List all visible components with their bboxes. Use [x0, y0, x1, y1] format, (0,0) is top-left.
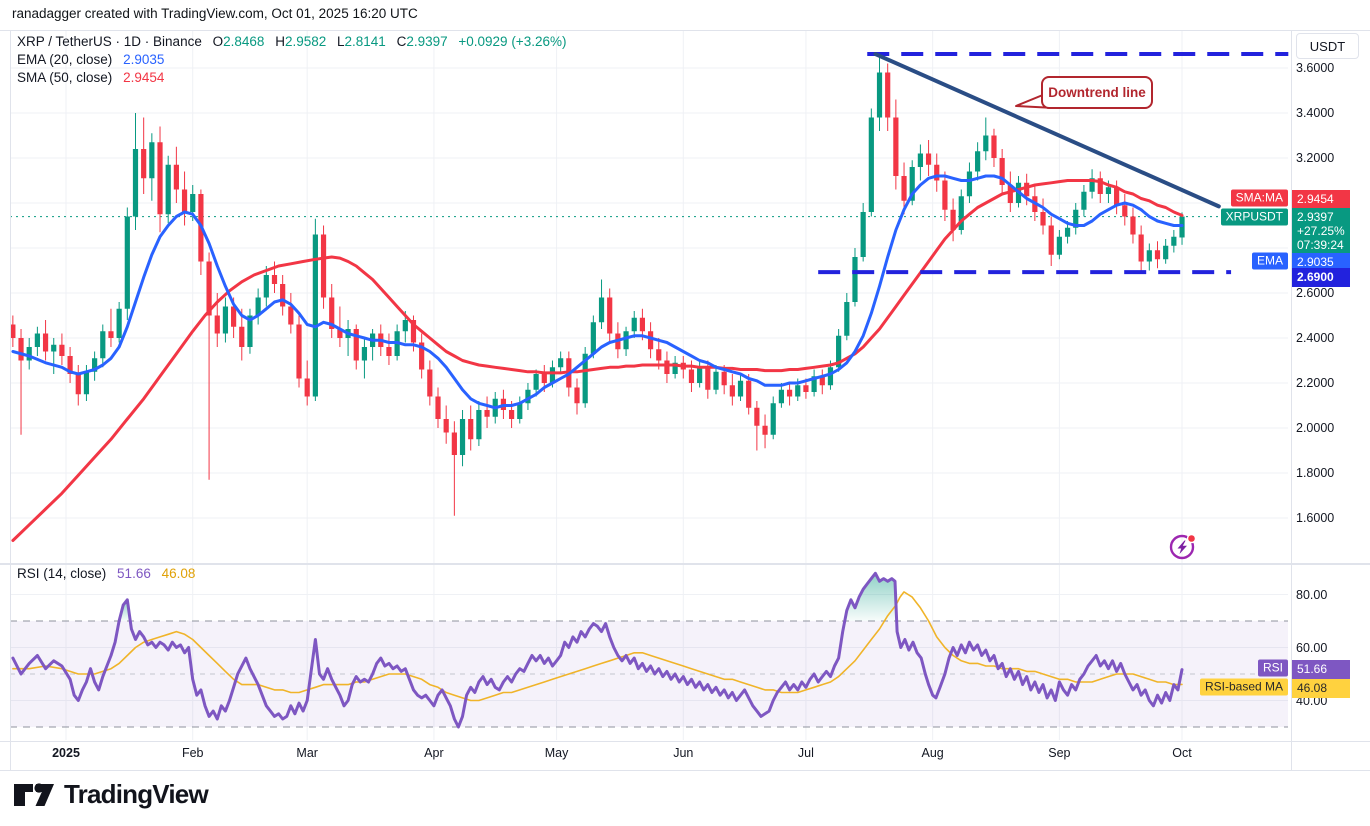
rsi-legend-row[interactable]: RSI (14, close) 51.66 46.08: [17, 566, 195, 581]
close-value: 2.9397: [406, 34, 448, 49]
open-label: O: [212, 34, 224, 49]
sma-tag: SMA:MA: [1230, 189, 1288, 207]
rsi-overbought-fill: [844, 573, 897, 621]
time-axis-label: Feb: [181, 746, 204, 760]
price-axis-label: 3.4000: [1296, 106, 1335, 120]
chart-bottom-border: [0, 770, 1370, 771]
ema-price-tag: 2.9035: [1292, 253, 1350, 272]
pane-separator[interactable]: [0, 563, 1370, 565]
chart-top-border: [0, 30, 1370, 31]
symbol-price-tag: 2.9397 +27.25% 07:39:24: [1292, 208, 1350, 255]
sma-legend-row[interactable]: SMA (50, close) 2.9454: [17, 70, 566, 85]
rsi-axis-label: 60.00: [1296, 640, 1328, 655]
rsi-value: 51.66: [117, 566, 151, 581]
symbol-tag: XRPUSDT: [1220, 208, 1288, 226]
ema20-line: [11, 174, 1184, 410]
attribution-watermark: ranadagger created with TradingView.com,…: [12, 6, 418, 21]
sma-price-tag: 2.9454: [1292, 190, 1350, 209]
price-axis-label: 2.2000: [1296, 376, 1335, 390]
rsi-ma-tag: RSI-based MA: [1199, 678, 1288, 696]
lightning-bolt-icon: [1177, 540, 1187, 554]
low-label: L: [337, 34, 345, 49]
symbol-title: XRP / TetherUS · 1D · Binance: [17, 34, 202, 49]
close-label: C: [396, 34, 407, 49]
rsi-tag: RSI: [1257, 659, 1288, 677]
price-axis-label: 3.2000: [1296, 151, 1335, 165]
time-axis-label: Aug: [921, 746, 944, 760]
sma-value: 2.9454: [123, 70, 165, 85]
ema-value: 2.9035: [123, 52, 165, 67]
price-axis-label: 1.8000: [1296, 466, 1335, 480]
bar-countdown: 07:39:24: [1297, 238, 1344, 252]
rsi-axis-label: 80.00: [1296, 587, 1328, 602]
time-axis-label: Jun: [673, 746, 694, 760]
ema-tag: EMA: [1251, 252, 1288, 270]
time-axis-label: Sep: [1048, 746, 1071, 760]
price-axis-label: 2.0000: [1296, 421, 1335, 435]
flash-ideas-icon[interactable]: [1167, 531, 1199, 563]
price-axis-label: 3.6000: [1296, 61, 1335, 75]
tradingview-logo: TradingView: [13, 779, 209, 810]
time-axis-label: May: [544, 746, 569, 760]
rsi-ma-line: [12, 591, 1183, 702]
open-value: 2.8468: [223, 34, 265, 49]
rsi-line: [11, 571, 1184, 729]
time-axis-label: 2025: [52, 746, 80, 760]
time-axis-label: Oct: [1172, 746, 1192, 760]
notification-dot: [1186, 533, 1197, 544]
high-value: 2.9582: [284, 34, 327, 49]
change-value: +0.0929 (+3.26%): [458, 34, 567, 49]
rsi-band: [10, 620, 1288, 728]
price-axis-label: 1.6000: [1296, 511, 1335, 525]
support-level-tag[interactable]: 2.6900: [1292, 268, 1350, 287]
price-axis-label: 2.4000: [1296, 331, 1335, 345]
flash-circle: [1169, 534, 1195, 560]
rsi-indicator-label: RSI (14, close): [17, 566, 107, 581]
time-axis-label: Mar: [296, 746, 318, 760]
low-value: 2.8141: [344, 34, 386, 49]
price-change-pct: +27.25%: [1297, 224, 1345, 238]
price-axis-label: 2.6000: [1296, 286, 1335, 300]
currency-toggle-button[interactable]: USDT: [1296, 33, 1359, 59]
chart-legend: XRP / TetherUS · 1D · Binance O2.8468 H2…: [17, 34, 566, 88]
ema-legend-row[interactable]: EMA (20, close) 2.9035: [17, 52, 566, 67]
last-price: 2.9397: [1297, 210, 1334, 224]
candlestick-series: [10, 54, 1185, 516]
tradingview-logo-icon: [14, 782, 54, 806]
rsi-value-tag: 51.66: [1292, 660, 1350, 679]
symbol-legend-row[interactable]: XRP / TetherUS · 1D · Binance O2.8468 H2…: [17, 34, 566, 49]
time-axis-label: Apr: [424, 746, 444, 760]
high-label: H: [275, 34, 285, 49]
tradingview-logo-text: TradingView: [64, 779, 209, 809]
downtrend-callout-text: Downtrend line: [1048, 85, 1146, 100]
time-axis-label: Jul: [797, 746, 814, 760]
sma50-line: [11, 179, 1184, 542]
chart-left-border: [10, 30, 11, 770]
gridlines: [10, 31, 1288, 740]
time-axis-separator: [0, 741, 1370, 742]
sma-label: SMA (50, close): [17, 70, 113, 85]
downtrend-trendline[interactable]: [873, 52, 1221, 209]
rsi-ma-value-tag: 46.08: [1292, 679, 1350, 698]
downtrend-callout[interactable]: Downtrend line: [1041, 76, 1153, 109]
price-axis-separator: [1291, 30, 1292, 770]
ema-label: EMA (20, close): [17, 52, 113, 67]
rsi-ma-value: 46.08: [161, 566, 196, 581]
